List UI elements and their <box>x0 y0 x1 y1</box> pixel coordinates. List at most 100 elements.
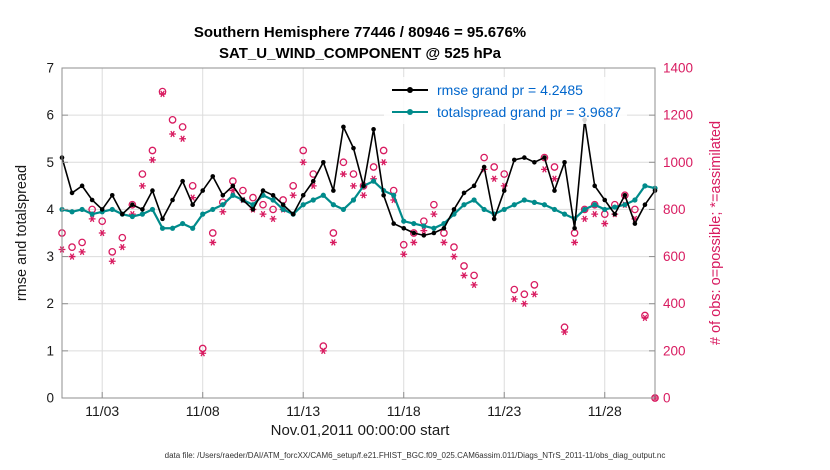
totalspread-marker <box>431 225 437 231</box>
totalspread-marker <box>300 202 306 208</box>
rmse-marker <box>371 126 376 132</box>
rmse-marker <box>602 197 608 203</box>
totalspread-marker <box>109 206 115 213</box>
chart-title-line2: SAT_U_WIND_COMPONENT @ 525 hPa <box>219 45 501 62</box>
legend-sample-totalspread-line <box>392 108 428 115</box>
y-tick-label-right: 1400 <box>663 61 693 76</box>
y-tick-label-right: 200 <box>663 343 686 358</box>
rmse-marker <box>120 211 125 217</box>
assimilated-obs-marker <box>430 210 438 218</box>
x-tick-label: 11/18 <box>387 403 421 419</box>
rmse-marker <box>170 197 175 203</box>
left-axis-label: rmse and totalspread <box>14 164 30 302</box>
totalspread-marker <box>169 225 176 231</box>
totalspread-marker <box>471 197 477 203</box>
rmse-marker <box>461 190 467 196</box>
possible-obs-marker <box>349 170 358 178</box>
rmse-marker <box>592 183 597 189</box>
possible-obs-marker <box>620 191 629 200</box>
possible-obs-marker <box>299 146 308 155</box>
y-tick-label-left: 0 <box>46 391 54 406</box>
totalspread-marker <box>89 211 95 217</box>
possible-obs-marker <box>239 186 247 195</box>
rmse-marker <box>160 216 165 222</box>
totalspread-marker <box>642 183 648 189</box>
possible-obs-marker <box>198 344 207 353</box>
rmse-marker <box>99 207 105 212</box>
x-tick-label: 11/28 <box>588 403 622 419</box>
totalspread-marker <box>521 197 527 203</box>
possible-obs-marker <box>440 229 448 237</box>
rmse-marker <box>522 155 527 160</box>
assimilated-obs-marker <box>78 248 86 256</box>
x-tick-label: 11/08 <box>186 403 220 419</box>
totalspread-marker <box>541 202 548 208</box>
assimilated-obs-marker <box>289 192 297 199</box>
y-tick-label-right: 1000 <box>663 155 693 170</box>
assimilated-obs-marker <box>219 208 227 216</box>
rmse-marker <box>79 183 85 189</box>
totalspread-marker <box>320 192 326 198</box>
assimilated-obs-marker <box>118 243 126 251</box>
totalspread-marker <box>200 211 206 217</box>
rmse-marker <box>381 192 386 198</box>
y-tick-label-right: 400 <box>663 296 686 311</box>
assimilated-obs-marker <box>179 135 187 142</box>
possible-obs-marker <box>128 200 137 209</box>
totalspread-marker <box>230 192 236 198</box>
rmse-marker <box>230 183 236 189</box>
totalspread-marker <box>461 202 467 208</box>
rmse-marker <box>622 192 628 198</box>
right-axis-label: # of obs: o=possible; *=assimilated <box>708 120 724 346</box>
totalspread-marker <box>551 206 558 213</box>
possible-obs-marker <box>590 200 599 209</box>
legend-item-rmse: rmse grand pr = 4.2485 <box>390 79 621 100</box>
assimilated-obs-marker <box>169 130 176 138</box>
totalspread-marker <box>511 202 517 208</box>
rmse-marker <box>401 225 407 231</box>
assimilated-obs-marker <box>88 215 96 223</box>
totalspread-marker <box>622 202 628 208</box>
totalspread-marker <box>330 202 336 208</box>
totalspread-marker <box>350 197 357 203</box>
totalspread-marker <box>561 211 568 217</box>
totalspread-marker <box>501 206 507 213</box>
totalspread-marker <box>79 206 85 213</box>
totalspread-marker <box>481 206 487 213</box>
assimilated-obs-marker <box>159 90 166 98</box>
assimilated-obs-marker <box>420 227 428 234</box>
possible-obs-marker <box>399 240 408 249</box>
y-tick-label-left: 4 <box>46 202 54 217</box>
rmse-marker <box>471 183 477 189</box>
assimilated-obs-marker <box>450 253 458 260</box>
possible-obs-marker <box>249 193 257 202</box>
totalspread-marker <box>531 199 537 205</box>
rmse-marker <box>270 192 276 198</box>
totalspread-marker <box>592 202 598 208</box>
assimilated-obs-marker <box>510 295 518 303</box>
possible-obs-marker <box>208 229 217 237</box>
assimilated-obs-marker <box>350 182 357 190</box>
possible-obs-marker <box>540 153 549 162</box>
totalspread-marker <box>280 206 286 213</box>
rmse-marker <box>310 178 316 184</box>
rmse-marker <box>421 233 427 238</box>
possible-obs-marker <box>118 233 127 242</box>
assimilated-obs-marker <box>108 258 116 265</box>
possible-obs-marker <box>560 323 569 332</box>
assimilated-obs-marker <box>329 239 337 246</box>
assimilated-obs-marker <box>520 300 528 307</box>
assimilated-obs-marker <box>360 192 367 199</box>
totalspread-marker <box>582 206 588 213</box>
rmse-marker <box>109 192 115 198</box>
totalspread-marker <box>602 206 608 213</box>
x-tick-label: 11/03 <box>85 403 119 419</box>
rmse-marker <box>501 188 507 193</box>
rmse-marker <box>150 188 155 193</box>
assimilated-obs-marker <box>571 239 578 246</box>
rmse-marker <box>481 164 487 170</box>
rmse-marker <box>250 207 256 212</box>
rmse-marker <box>431 230 437 236</box>
rmse-marker <box>140 207 145 212</box>
